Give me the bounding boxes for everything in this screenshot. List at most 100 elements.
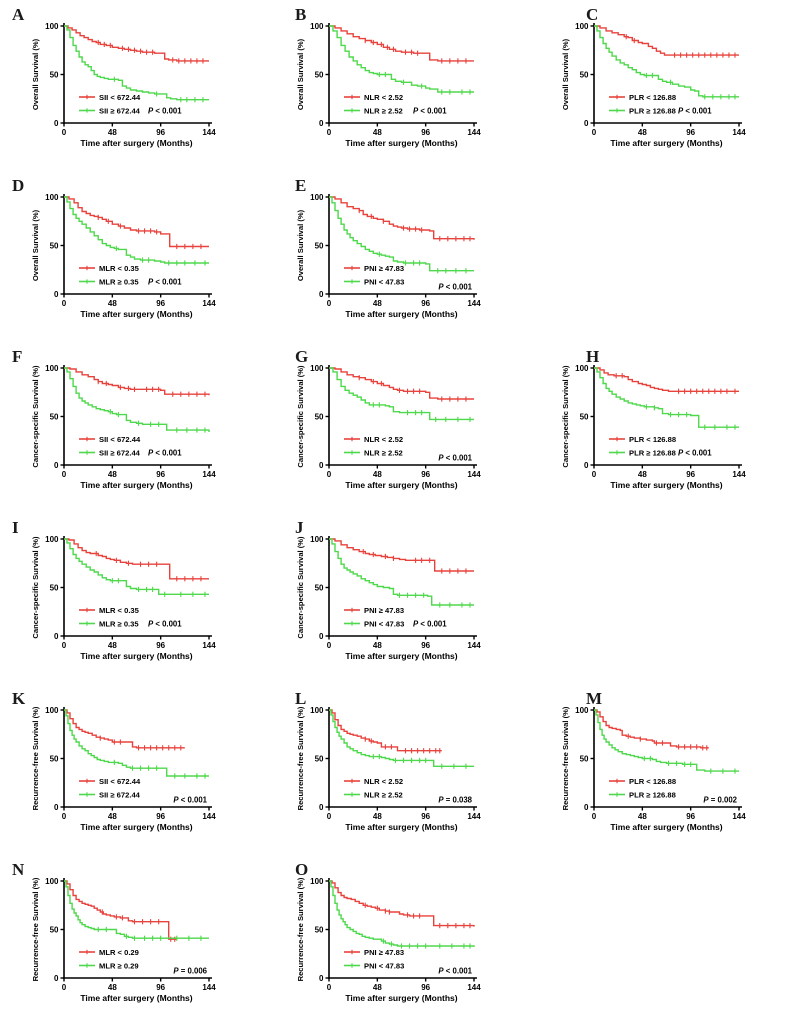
x-tick-label: 96 [156, 299, 165, 308]
y-tick-label: 0 [319, 803, 324, 812]
y-tick-label: 0 [319, 632, 324, 641]
km-plot: 0 50 100 0 48 96 144 Time after surgery (Months… [31, 364, 216, 490]
panel-letter: K [12, 689, 26, 708]
legend-label: MLR ≥ 0.35 [99, 277, 139, 286]
legend-label: SII < 672.44 [99, 777, 141, 786]
y-tick-label: 0 [319, 974, 324, 983]
x-tick-label: 48 [108, 983, 117, 992]
panel-O: O 0 50 100 0 48 96 144 Time after surgery (Month… [265, 855, 530, 1026]
y-axis-title: Overall Survival (%) [296, 38, 305, 110]
legend-label: PNI ≥ 47.83 [364, 948, 404, 957]
panel-J: J 0 50 100 0 48 96 144 Time after surgery (Month… [265, 513, 530, 684]
x-tick-label: 144 [202, 128, 216, 137]
km-plot: 0 50 100 0 48 96 144 Time after surgery (Months… [561, 706, 746, 832]
x-tick-label: 48 [373, 983, 382, 992]
x-tick-label: 144 [467, 812, 481, 821]
p-value: P = 0.038 [438, 796, 472, 805]
legend-label: PLR < 126.88 [629, 93, 676, 102]
legend-label: SII < 672.44 [99, 93, 141, 102]
x-tick-label: 0 [327, 128, 332, 137]
y-tick-label: 50 [580, 412, 589, 421]
x-tick-label: 48 [108, 812, 117, 821]
panel-F: F 0 50 100 0 48 96 144 Time after surgery (Month… [0, 342, 265, 513]
y-tick-label: 50 [315, 241, 324, 250]
x-axis-title: Time after surgery (Months) [345, 138, 457, 148]
legend-label: NLR < 2.52 [364, 93, 403, 102]
x-tick-label: 96 [686, 812, 695, 821]
x-tick-label: 0 [592, 470, 597, 479]
p-value: P = 0.006 [173, 967, 207, 976]
panel-letter: L [295, 689, 307, 708]
y-tick-label: 100 [310, 193, 324, 202]
p-value: P < 0.001 [678, 448, 712, 457]
panel-letter: H [586, 347, 600, 366]
km-plot: 0 50 100 0 48 96 144 Time after surgery (Months… [296, 364, 481, 490]
survival-curve [64, 709, 209, 777]
x-tick-label: 0 [62, 983, 67, 992]
y-tick-label: 50 [580, 754, 589, 763]
x-tick-label: 96 [421, 128, 430, 137]
survival-curve [64, 196, 209, 248]
y-tick-label: 50 [580, 70, 589, 79]
panel-letter: O [295, 860, 309, 879]
survival-curve [64, 196, 209, 264]
p-value: P < 0.001 [173, 796, 207, 805]
survival-curve [329, 25, 474, 93]
panel-L: L 0 50 100 0 48 96 144 Time after surgery (Month… [265, 684, 530, 855]
km-plot: 0 50 100 0 48 96 144 Time after surgery (Months… [296, 535, 481, 661]
y-tick-label: 100 [575, 22, 589, 31]
legend-label: PLR ≥ 126.88 [629, 790, 676, 799]
x-tick-label: 96 [421, 299, 430, 308]
x-tick-label: 96 [686, 128, 695, 137]
panel-M: M 0 50 100 0 48 96 144 Time after surgery (Month… [530, 684, 795, 855]
legend-label: PNI < 47.83 [364, 619, 404, 628]
x-tick-label: 0 [62, 641, 67, 650]
km-plot: 0 50 100 0 48 96 144 Time after surgery (Months… [561, 22, 746, 148]
x-tick-label: 144 [467, 641, 481, 650]
x-tick-label: 0 [62, 128, 67, 137]
y-axis-title: Cancer-specific Survival (%) [561, 365, 570, 468]
panel-letter: M [586, 689, 603, 708]
p-value: P < 0.001 [148, 619, 182, 628]
x-tick-label: 144 [202, 299, 216, 308]
x-axis-title: Time after surgery (Months) [345, 651, 457, 661]
y-tick-label: 50 [50, 583, 59, 592]
x-tick-label: 0 [62, 299, 67, 308]
x-tick-label: 96 [421, 470, 430, 479]
y-tick-label: 100 [310, 364, 324, 373]
x-tick-label: 0 [62, 812, 67, 821]
legend-label: MLR < 0.29 [99, 948, 139, 957]
x-tick-label: 144 [202, 983, 216, 992]
p-value: P < 0.001 [413, 106, 447, 115]
panel-H: H 0 50 100 0 48 96 144 Time after surgery (Month… [530, 342, 795, 513]
panel-letter: C [586, 5, 599, 24]
x-tick-label: 0 [327, 641, 332, 650]
y-axis-title: Cancer-specific Survival (%) [31, 365, 40, 468]
survival-curve [64, 880, 177, 940]
survival-curve [329, 538, 474, 572]
y-tick-label: 50 [315, 754, 324, 763]
x-axis-title: Time after surgery (Months) [80, 309, 192, 319]
y-tick-label: 50 [50, 412, 59, 421]
x-tick-label: 0 [327, 470, 332, 479]
km-plot: 0 50 100 0 48 96 144 Time after surgery (Months… [31, 22, 216, 148]
panel-letter: B [295, 5, 307, 24]
y-axis-title: Overall Survival (%) [561, 38, 570, 110]
survival-curve [64, 25, 209, 62]
y-tick-label: 0 [54, 974, 59, 983]
panel-letter: F [12, 347, 23, 366]
panel-K: K 0 50 100 0 48 96 144 Time after surgery (Month… [0, 684, 265, 855]
x-tick-label: 48 [108, 470, 117, 479]
x-tick-label: 96 [156, 641, 165, 650]
y-tick-label: 50 [50, 754, 59, 763]
km-plot: 0 50 100 0 48 96 144 Time after surgery (Months… [31, 877, 216, 1003]
p-value: P < 0.001 [438, 454, 472, 463]
survival-curve [64, 538, 209, 595]
x-tick-label: 48 [638, 470, 647, 479]
survival-curve [64, 709, 185, 749]
panel-G: G 0 50 100 0 48 96 144 Time after surgery (Month… [265, 342, 530, 513]
panel-letter: I [12, 518, 19, 537]
y-tick-label: 100 [45, 364, 59, 373]
y-tick-label: 0 [584, 461, 589, 470]
